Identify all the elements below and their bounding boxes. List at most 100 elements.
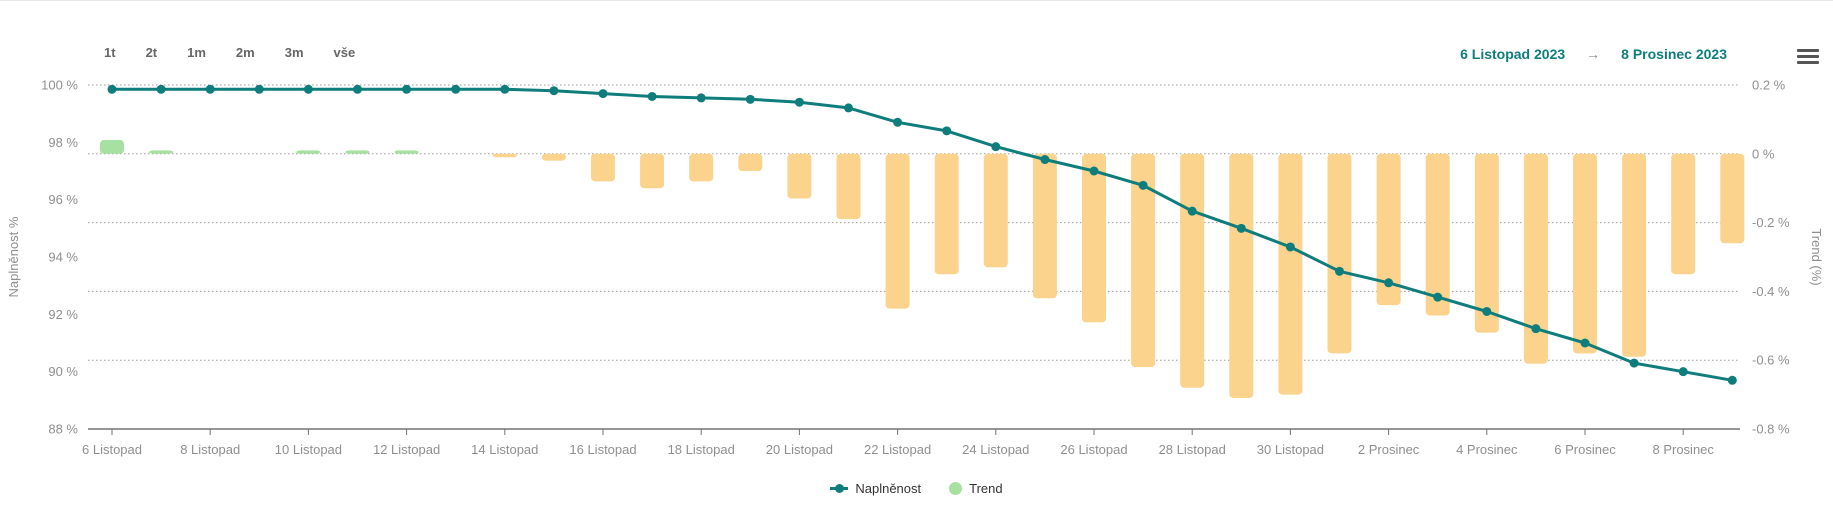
trend-bar[interactable] (1523, 153, 1548, 364)
trend-bar[interactable] (296, 150, 321, 154)
trend-bar[interactable] (1622, 153, 1647, 357)
line-point[interactable] (1727, 375, 1737, 385)
x-axis-label: 8 Prosinec (1652, 442, 1714, 457)
line-point[interactable] (402, 84, 412, 94)
trend-bar[interactable] (1032, 153, 1057, 299)
trend-bar[interactable] (738, 153, 763, 171)
line-point[interactable] (696, 93, 706, 103)
line-point[interactable] (1089, 166, 1099, 176)
line-point[interactable] (353, 84, 362, 94)
line-point[interactable] (1433, 292, 1443, 302)
trend-bar[interactable] (345, 150, 370, 154)
line-point[interactable] (107, 84, 117, 94)
trend-bar[interactable] (591, 153, 615, 182)
line-point[interactable] (1138, 180, 1148, 190)
x-axis-label: 30 Listopad (1257, 442, 1324, 457)
y-axis-label-right: -0.4 % (1752, 284, 1790, 299)
trend-bar[interactable] (1180, 153, 1205, 388)
line-point[interactable] (205, 84, 215, 94)
date-to-input[interactable]: 8 Prosinec 2023 (1621, 46, 1727, 62)
line-point[interactable] (1040, 155, 1050, 165)
x-axis-label: 20 Listopad (766, 442, 833, 457)
line-point[interactable] (1580, 338, 1590, 348)
line-point[interactable] (156, 84, 166, 94)
trend-bar[interactable] (541, 153, 566, 161)
line-point[interactable] (942, 126, 952, 136)
legend-label-trend: Trend (969, 481, 1003, 496)
y-axis-label-right: 0.2 % (1752, 78, 1786, 93)
x-axis-label: 22 Listopad (864, 442, 931, 457)
line-point[interactable] (893, 117, 903, 127)
trend-bar[interactable] (1229, 153, 1254, 399)
line-point[interactable] (1335, 266, 1344, 276)
trend-bar[interactable] (1573, 153, 1597, 354)
trend-bar[interactable] (100, 140, 124, 154)
line-point[interactable] (1531, 324, 1541, 334)
line-marker-icon (830, 484, 849, 493)
y-axis-label-left: 90 % (48, 364, 78, 379)
line-point[interactable] (303, 84, 313, 94)
line-point[interactable] (1187, 206, 1197, 216)
line-point[interactable] (1384, 278, 1394, 288)
line-point[interactable] (991, 142, 1001, 152)
trend-bar[interactable] (787, 153, 812, 199)
trend-bar[interactable] (1474, 153, 1499, 333)
trend-bar[interactable] (1425, 153, 1450, 316)
trend-bar[interactable] (689, 153, 714, 182)
range-button-2m[interactable]: 2m (235, 45, 255, 60)
range-button-3m[interactable]: 3m (284, 45, 304, 60)
trend-bar[interactable] (1720, 153, 1745, 244)
trend-bar[interactable] (394, 150, 419, 154)
y-axis-title-right: Trend (%) (1809, 228, 1824, 285)
range-button-1t[interactable]: 1t (104, 45, 116, 60)
range-button-vse[interactable]: vše (333, 45, 356, 60)
y-axis-label-left: 100 % (41, 78, 78, 93)
date-range: 6 Listopad 2023 → 8 Prosinec 2023 (1460, 46, 1727, 63)
legend-item-naplnenost[interactable]: Naplněnost (830, 481, 921, 496)
trend-bar[interactable] (492, 153, 517, 158)
trend-bar[interactable] (836, 153, 861, 220)
range-button-2t[interactable]: 2t (145, 45, 158, 60)
arrow-right-icon: → (1586, 46, 1601, 62)
line-point[interactable] (647, 91, 657, 101)
date-from-input[interactable]: 6 Listopad 2023 (1460, 46, 1566, 62)
line-point[interactable] (1482, 306, 1492, 316)
line-point[interactable] (1285, 242, 1295, 252)
trend-bar[interactable] (1376, 153, 1401, 306)
line-point[interactable] (745, 94, 755, 104)
x-axis-label: 14 Listopad (471, 442, 538, 457)
y-axis-label-left: 94 % (48, 250, 78, 265)
trend-bar[interactable] (1671, 153, 1696, 275)
y-axis-label-right: 0 % (1752, 146, 1775, 161)
legend-label-naplnenost: Naplněnost (855, 481, 922, 496)
trend-bar[interactable] (1082, 153, 1106, 323)
range-button-1m[interactable]: 1m (187, 45, 206, 60)
trend-bar[interactable] (885, 153, 910, 309)
line-point[interactable] (1629, 358, 1639, 368)
trend-bar[interactable] (640, 153, 665, 189)
circle-marker-icon (949, 482, 963, 495)
trend-bar[interactable] (149, 150, 174, 154)
line-point[interactable] (1678, 367, 1688, 377)
trend-bar[interactable] (1131, 153, 1156, 368)
line-point[interactable] (549, 86, 559, 96)
trend-bar[interactable] (934, 153, 959, 275)
line-point[interactable] (254, 84, 264, 94)
line-point[interactable] (598, 89, 608, 99)
menu-bar (1797, 49, 1819, 53)
y-axis-label-right: -0.2 % (1752, 215, 1790, 230)
line-point[interactable] (794, 97, 804, 107)
legend-item-trend[interactable]: Trend (949, 481, 1003, 496)
hamburger-menu-icon[interactable] (1797, 49, 1819, 64)
menu-bar (1797, 60, 1819, 64)
trend-bar[interactable] (1278, 153, 1303, 395)
line-point[interactable] (1236, 223, 1246, 233)
line-point[interactable] (451, 84, 461, 94)
y-axis-label-left: 88 % (48, 422, 78, 437)
trend-bar[interactable] (983, 153, 1008, 268)
line-point[interactable] (844, 103, 853, 113)
trend-bar[interactable] (1327, 153, 1352, 354)
line-point[interactable] (500, 84, 510, 94)
